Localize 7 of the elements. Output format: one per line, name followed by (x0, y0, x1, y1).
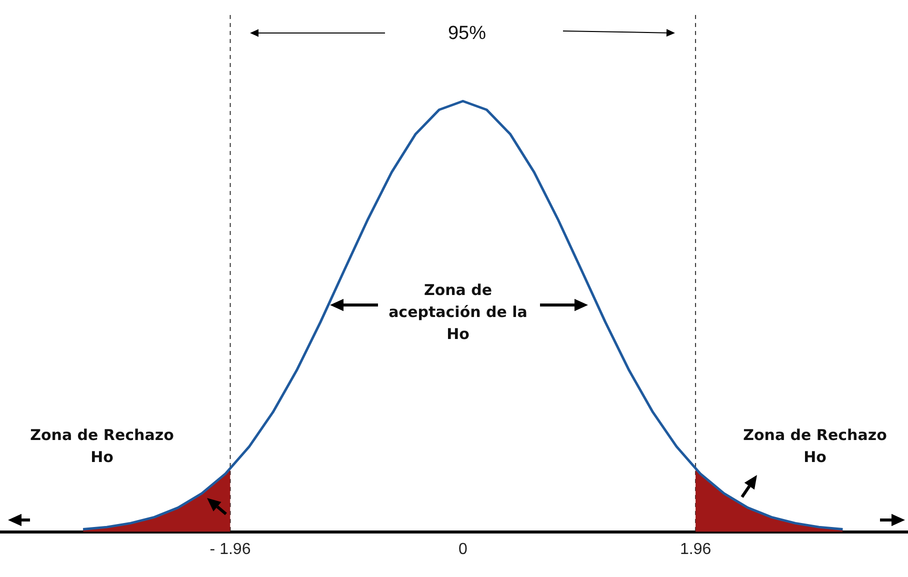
text: 95% (446, 22, 488, 46)
annotation: Zona de aceptación de la Ho (388, 280, 528, 344)
annotation: Zona de Rechazo Ho (742, 425, 888, 468)
annotation: Zona de Rechazo Ho (29, 425, 175, 468)
x-tick-label: 0 (458, 540, 468, 558)
x-tick-label: - 1.96 (210, 540, 251, 558)
x-tick-label: 1.96 (680, 540, 712, 558)
